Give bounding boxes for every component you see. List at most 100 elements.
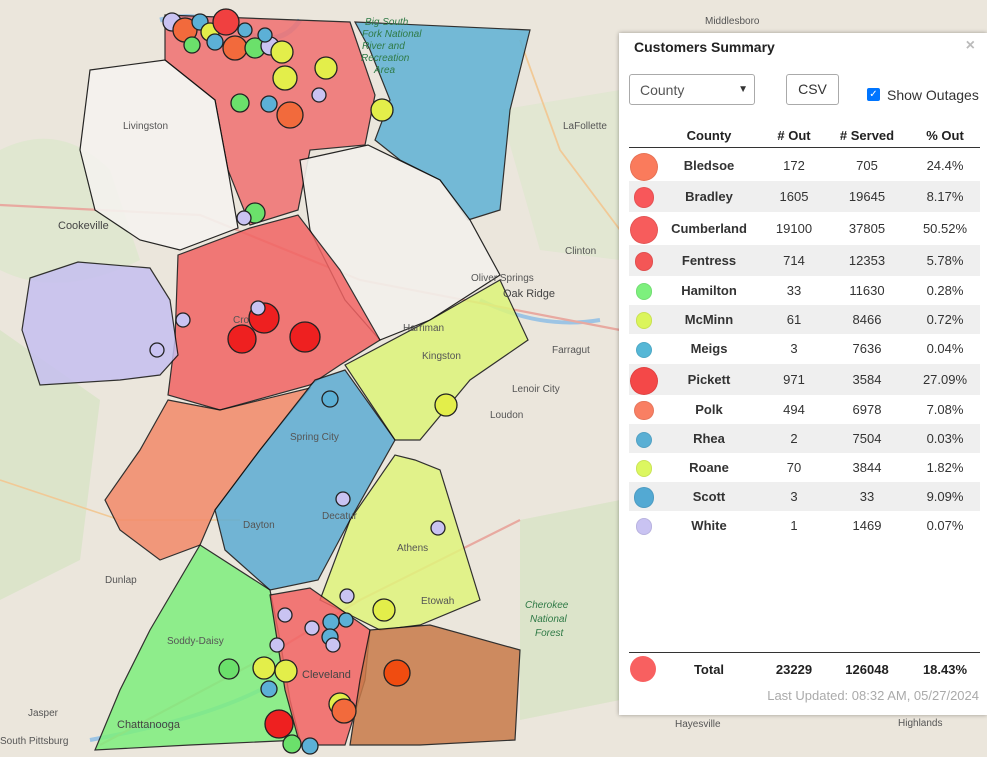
table-row[interactable]: Roane 70 3844 1.82% xyxy=(629,453,980,482)
header-county[interactable]: County xyxy=(686,127,732,143)
outage-marker[interactable] xyxy=(269,637,285,653)
outage-marker[interactable] xyxy=(212,8,240,36)
outage-marker[interactable] xyxy=(335,491,351,507)
outage-marker[interactable] xyxy=(218,658,240,680)
outage-marker[interactable] xyxy=(321,390,339,408)
outage-marker[interactable] xyxy=(237,22,253,38)
place-label: Middlesboro xyxy=(705,16,760,27)
outage-marker[interactable] xyxy=(372,598,396,622)
outage-marker[interactable] xyxy=(260,95,278,113)
table-row[interactable]: Hamilton 33 11630 0.28% xyxy=(629,276,980,305)
county-swatch xyxy=(630,366,658,395)
table-header: County # Out # Served % Out xyxy=(629,123,980,148)
outage-marker[interactable] xyxy=(264,709,294,739)
table-row[interactable]: Polk 494 6978 7.08% xyxy=(629,395,980,424)
county-overton[interactable] xyxy=(79,59,239,251)
header-pct[interactable]: % Out xyxy=(926,127,964,143)
county-served: 8466 xyxy=(852,312,882,327)
header-out[interactable]: # Out xyxy=(777,127,811,143)
table-row[interactable]: McMinn 61 8466 0.72% xyxy=(629,305,980,334)
outage-marker[interactable] xyxy=(227,324,257,354)
county-polk[interactable] xyxy=(349,624,521,746)
outage-marker[interactable] xyxy=(260,680,278,698)
outage-marker[interactable] xyxy=(325,637,341,653)
outage-marker[interactable] xyxy=(276,101,304,129)
outage-marker[interactable] xyxy=(149,342,165,358)
table-row[interactable]: Fentress 714 12353 5.78% xyxy=(629,245,980,276)
place-label: Farragut xyxy=(552,345,590,356)
county-out: 70 xyxy=(786,460,802,475)
outage-marker[interactable] xyxy=(331,698,357,724)
csv-button[interactable]: CSV xyxy=(786,74,839,105)
county-white[interactable] xyxy=(21,261,179,386)
customers-summary-panel: Customers Summary × County ▼ CSV ✓ Show … xyxy=(619,33,987,715)
county-name: Scott xyxy=(692,489,726,504)
county-name: Fentress xyxy=(681,253,737,268)
outage-marker[interactable] xyxy=(434,393,458,417)
outage-marker[interactable] xyxy=(270,40,294,64)
county-roane[interactable] xyxy=(344,279,529,441)
county-rhea-meigs[interactable] xyxy=(214,369,396,591)
table-row[interactable]: Pickett 971 3584 27.09% xyxy=(629,364,980,395)
county-swatch xyxy=(630,152,658,181)
county-pct: 0.03% xyxy=(926,431,964,446)
place-label: Loudon xyxy=(490,410,523,421)
outage-marker[interactable] xyxy=(339,588,355,604)
table-row[interactable]: Rhea 2 7504 0.03% xyxy=(629,424,980,453)
county-swatch xyxy=(635,312,653,329)
table-row[interactable]: Meigs 3 7636 0.04% xyxy=(629,334,980,363)
outage-marker[interactable] xyxy=(282,734,302,754)
outage-marker[interactable] xyxy=(383,659,411,687)
county-out: 971 xyxy=(783,372,805,387)
county-out: 2 xyxy=(790,431,798,446)
table-row[interactable]: White 1 1469 0.07% xyxy=(629,511,980,540)
outage-marker[interactable] xyxy=(222,35,248,61)
outage-marker[interactable] xyxy=(206,33,224,51)
table-row[interactable]: Scott 3 33 9.09% xyxy=(629,482,980,511)
outage-marker[interactable] xyxy=(183,36,201,54)
outage-marker[interactable] xyxy=(322,613,340,631)
outage-marker[interactable] xyxy=(277,607,293,623)
outage-marker[interactable] xyxy=(289,321,321,353)
county-name: Hamilton xyxy=(681,283,737,298)
outage-marker[interactable] xyxy=(274,659,298,683)
place-label: Cookeville xyxy=(58,220,109,232)
county-served: 3844 xyxy=(852,460,882,475)
outage-marker[interactable] xyxy=(301,737,319,755)
close-icon[interactable]: × xyxy=(965,37,975,54)
table-row[interactable]: Bledsoe 172 705 24.4% xyxy=(629,150,980,181)
group-by-select[interactable]: County ▼ xyxy=(629,74,755,105)
outage-marker[interactable] xyxy=(236,210,252,226)
outage-marker[interactable] xyxy=(272,65,298,91)
county-pct: 50.52% xyxy=(922,221,968,236)
outage-marker[interactable] xyxy=(311,87,327,103)
outage-marker[interactable] xyxy=(175,312,191,328)
county-pct: 0.72% xyxy=(926,312,964,327)
outage-marker[interactable] xyxy=(257,27,273,43)
place-label: Etowah xyxy=(421,596,454,607)
county-swatch xyxy=(634,252,654,271)
place-label: Lenoir City xyxy=(512,384,560,395)
outage-marker[interactable] xyxy=(252,656,276,680)
outage-marker[interactable] xyxy=(304,620,320,636)
outage-marker[interactable] xyxy=(230,93,250,113)
county-served: 6978 xyxy=(852,402,882,417)
outage-marker[interactable] xyxy=(314,56,338,80)
show-outages-label[interactable]: Show Outages xyxy=(887,87,979,103)
outage-marker[interactable] xyxy=(430,520,446,536)
table-row[interactable]: Cumberland 19100 37805 50.52% xyxy=(629,213,980,244)
last-updated: Last Updated: 08:32 AM, 05/27/2024 xyxy=(767,688,979,703)
outage-marker[interactable] xyxy=(250,300,266,316)
park-label: Fork National xyxy=(362,29,422,40)
park-label: Area xyxy=(373,65,396,76)
place-label: Oliver Springs xyxy=(471,273,534,284)
county-out: 61 xyxy=(786,312,802,327)
outage-marker[interactable] xyxy=(338,612,354,628)
table-row[interactable]: Bradley 1605 19645 8.17% xyxy=(629,181,980,212)
header-served[interactable]: # Served xyxy=(839,127,895,143)
county-pct: 27.09% xyxy=(922,372,968,387)
show-outages-checkbox[interactable]: ✓ xyxy=(867,88,880,101)
county-out: 19100 xyxy=(775,221,813,236)
outage-marker[interactable] xyxy=(370,98,394,122)
